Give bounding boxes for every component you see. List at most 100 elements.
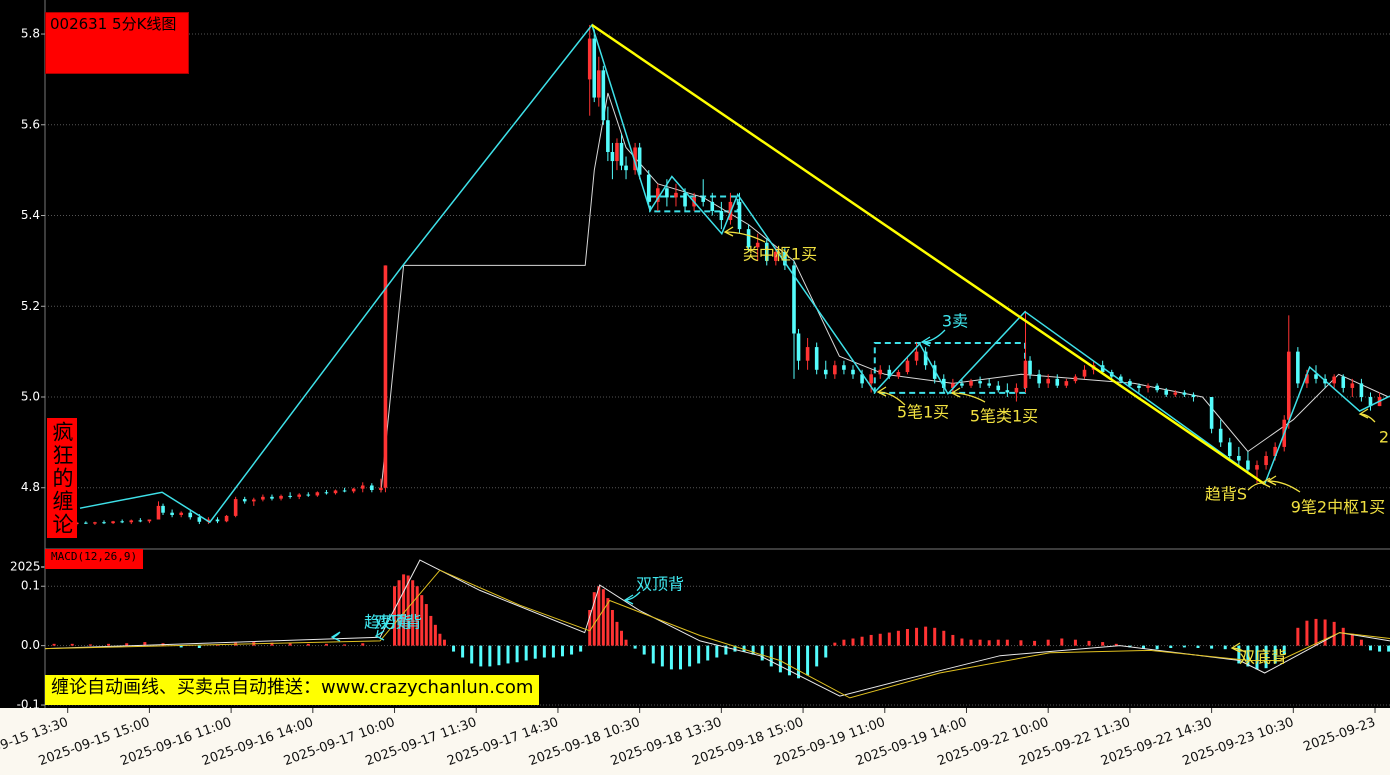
- candle-body: [932, 365, 937, 379]
- candle-body: [1137, 385, 1141, 388]
- candle-body: [805, 347, 810, 361]
- candle-body: [233, 499, 238, 516]
- candle-body: [120, 521, 124, 523]
- dif-line: [44, 559, 1390, 697]
- candle-body: [601, 70, 606, 121]
- candle-body: [1359, 383, 1364, 398]
- candle-body: [587, 38, 592, 80]
- macd-title: MACD(12,26,9): [45, 549, 144, 569]
- candle-body: [288, 495, 292, 497]
- y-tick-label: 5.2: [21, 299, 40, 313]
- candle-body: [252, 499, 256, 502]
- macd-y-tick-label: 0.0: [21, 638, 40, 652]
- annotation-arrow: [950, 387, 986, 403]
- candle-body: [129, 520, 134, 523]
- candle-body: [905, 360, 910, 373]
- candle-body: [656, 188, 660, 202]
- candle-body: [941, 378, 946, 388]
- candle-body: [360, 485, 365, 489]
- candle-body: [1100, 365, 1105, 373]
- candle-body: [987, 383, 991, 386]
- candle-body: [610, 151, 615, 162]
- candle-body: [1119, 376, 1123, 382]
- candle-body: [1064, 381, 1069, 386]
- candle-body: [1305, 374, 1309, 384]
- candle-body: [1332, 376, 1336, 384]
- annotation-arrow: [1230, 642, 1246, 653]
- candle-body: [342, 490, 347, 492]
- y-tick-label: 5.4: [21, 208, 40, 222]
- candle-body: [646, 174, 651, 202]
- annotation-arrow: [1266, 475, 1301, 493]
- candle-body: [1146, 385, 1150, 388]
- candle-body: [1286, 351, 1291, 420]
- candle-body: [624, 165, 628, 171]
- moving-average-line: [380, 92, 1389, 493]
- candle-body: [1314, 374, 1318, 379]
- candle-body: [1046, 378, 1050, 384]
- candle-body: [102, 522, 106, 524]
- candle-body: [1341, 376, 1346, 388]
- annotation: 2买: [1379, 428, 1390, 447]
- candle-body: [674, 192, 678, 198]
- candle-body: [1182, 392, 1187, 395]
- candle-body: [138, 520, 143, 522]
- candle-body: [1128, 381, 1132, 386]
- candle-body: [1209, 397, 1214, 429]
- candle-body: [683, 192, 687, 207]
- candle-body: [774, 251, 778, 261]
- annotation: 类中枢1买: [743, 245, 817, 264]
- candle-body: [719, 210, 724, 221]
- candle-body: [701, 197, 706, 202]
- x-axis-background: [0, 708, 1390, 775]
- candle-body: [1082, 369, 1087, 377]
- annotation-arrow: [1358, 408, 1376, 423]
- candle-body: [792, 265, 796, 334]
- candle-body: [1237, 455, 1241, 461]
- candle-body: [823, 369, 828, 375]
- candle-body: [1296, 351, 1300, 384]
- candle-body: [1164, 390, 1169, 395]
- candle-body: [833, 365, 837, 375]
- candle-body: [615, 142, 619, 162]
- candle-body: [1155, 385, 1159, 391]
- y-tick-label: 5.0: [21, 390, 40, 404]
- candle-body: [1255, 465, 1259, 470]
- candle-body: [1023, 360, 1028, 388]
- candle-body: [156, 505, 161, 520]
- candle-body: [633, 147, 637, 171]
- candle-body: [1191, 394, 1196, 398]
- candle-body: [978, 381, 982, 384]
- candle-body: [851, 369, 855, 375]
- candle-body: [161, 505, 165, 513]
- candle-body: [637, 147, 642, 175]
- candle-body: [111, 521, 115, 524]
- candle-body: [1246, 460, 1250, 470]
- candle-body: [923, 351, 928, 366]
- candle-body: [383, 265, 388, 488]
- candle-body: [324, 492, 329, 494]
- annotation: 双顶背: [636, 575, 684, 594]
- candle-body: [814, 347, 819, 370]
- candle-body: [179, 512, 183, 515]
- annotation-arrow: [330, 631, 341, 642]
- annotation-arrow: [723, 226, 766, 243]
- candle-body: [170, 512, 174, 515]
- candle-body: [606, 120, 610, 152]
- candle-body: [1264, 455, 1268, 466]
- candle-body: [1005, 390, 1010, 393]
- candle-body: [665, 188, 669, 198]
- candle-body: [351, 488, 356, 492]
- candle-body: [746, 229, 751, 248]
- candle-body: [370, 485, 374, 491]
- candle-body: [270, 496, 274, 499]
- candle-body: [619, 142, 624, 166]
- annotation: 趋势背: [364, 613, 412, 632]
- candle-body: [996, 385, 1001, 391]
- candle-body: [1227, 442, 1232, 456]
- candle-body: [188, 512, 193, 518]
- candle-body: [306, 494, 311, 496]
- annotation-arrow: [374, 629, 385, 641]
- candle-body: [1218, 428, 1223, 443]
- candle-body: [261, 496, 265, 500]
